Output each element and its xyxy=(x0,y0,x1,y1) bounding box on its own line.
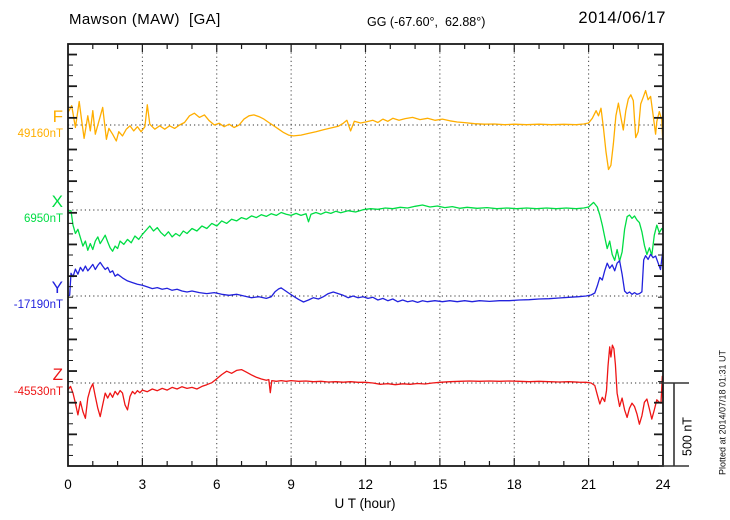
component-baseline-value: 49160nT xyxy=(17,128,63,140)
x-tick-label: 18 xyxy=(506,477,522,492)
x-tick-label: 21 xyxy=(581,477,597,492)
component-label-Y: Y -17190nT xyxy=(0,278,63,313)
plot-date: 2014/06/17 xyxy=(578,9,666,27)
component-label-X: X 6950nT xyxy=(0,192,63,227)
x-tick-label: 24 xyxy=(655,477,671,492)
x-tick-label: 12 xyxy=(357,477,374,492)
component-letter: X xyxy=(51,192,63,211)
trace-Y xyxy=(67,249,664,304)
x-tick-label: 15 xyxy=(432,477,448,492)
component-baseline-value: -45530nT xyxy=(13,386,63,398)
component-baseline-value: -17190nT xyxy=(13,299,63,311)
x-tick-label: 3 xyxy=(138,477,147,492)
component-letter: Z xyxy=(52,365,63,384)
x-tick-label: 0 xyxy=(64,477,72,492)
x-tick-label: 6 xyxy=(212,477,221,492)
scale-bar-label: 500 nT xyxy=(680,417,695,456)
component-letter: F xyxy=(52,107,63,126)
trace-F xyxy=(67,89,664,171)
trace-Z xyxy=(67,344,664,425)
x-tick-label: 9 xyxy=(287,477,295,492)
plot-credit: Plotted at 2014/07/18 01:31 UT xyxy=(717,349,728,476)
component-label-Z: Z -45530nT xyxy=(0,365,63,400)
component-baseline-value: 6950nT xyxy=(23,213,63,225)
component-letter: Y xyxy=(51,278,63,297)
geographic-coordinates: GG (-67.60°, 62.88°) xyxy=(367,15,486,29)
x-axis-title: U T (hour) xyxy=(334,496,396,511)
trace-X xyxy=(67,201,664,262)
station-title: Mawson (MAW) [GA] xyxy=(69,11,221,28)
component-label-F: F 49160nT xyxy=(0,107,63,142)
